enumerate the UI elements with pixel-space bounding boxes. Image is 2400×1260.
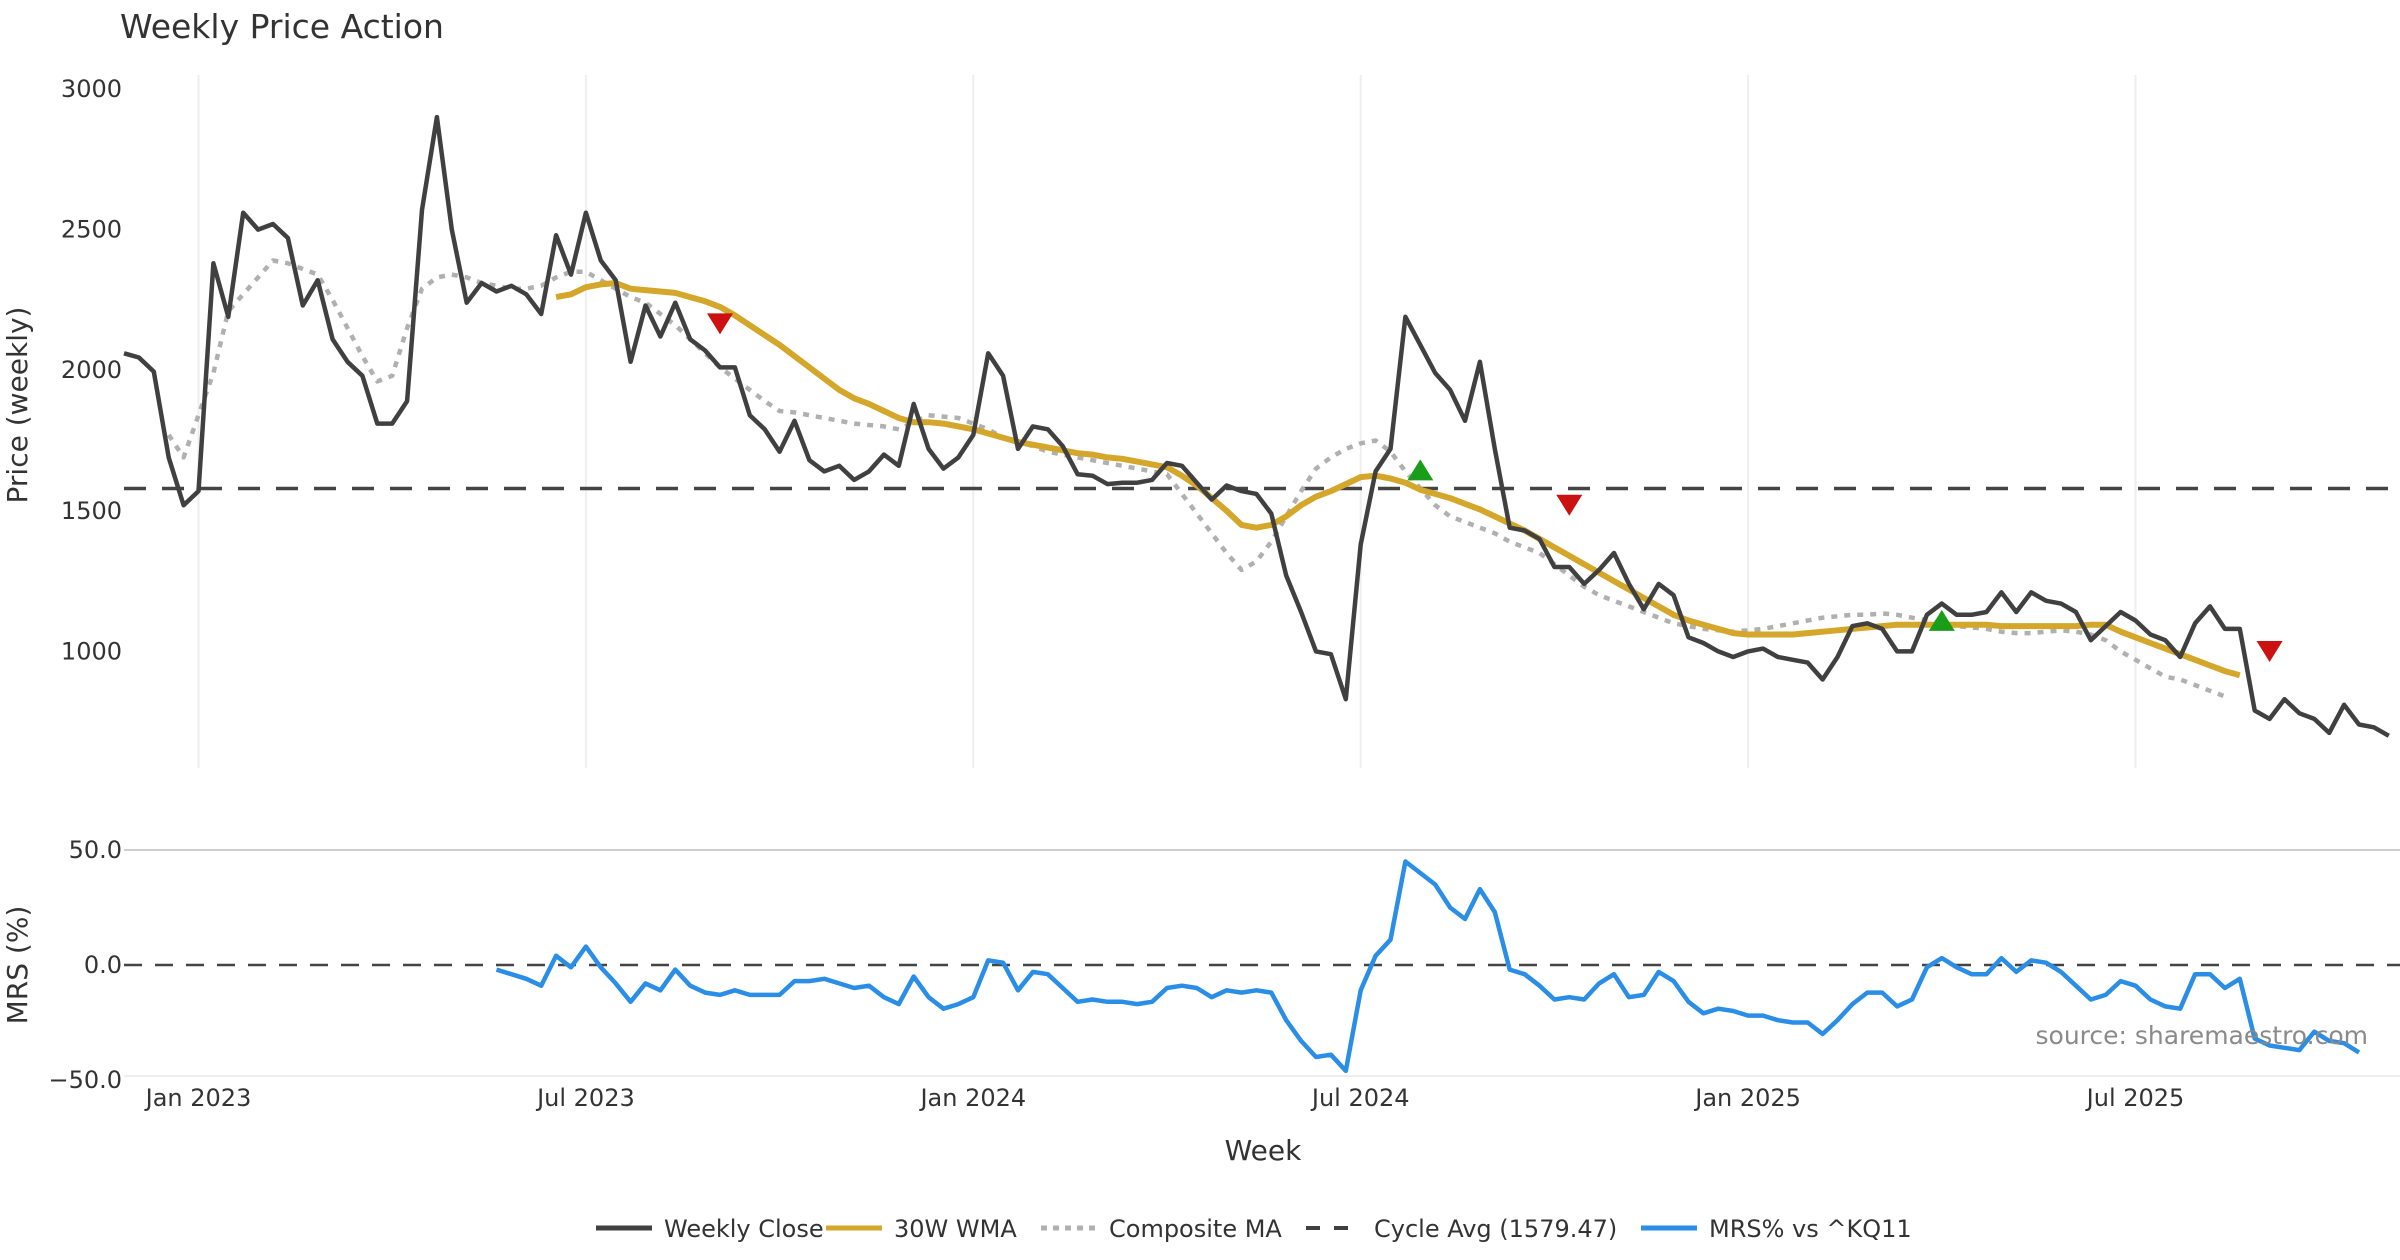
mrs-y-axis-label: MRS (%) — [1, 906, 34, 1025]
legend-item: 30W WMA — [826, 1215, 1017, 1243]
price-series — [123, 114, 2400, 738]
price-y-tick-label: 1000 — [61, 637, 122, 665]
legend-label: Composite MA — [1109, 1215, 1282, 1243]
source-annotation: source: sharemaestro.com — [2036, 1021, 2369, 1050]
composite-ma-line — [166, 258, 2226, 699]
x-ticks: Jan 2023 Jul 2023 Jan 2024 Jul 2024 Jan 2025… — [144, 1084, 2185, 1112]
weekly-close-line — [123, 114, 2390, 738]
buy-signal-triangle — [1928, 609, 1955, 631]
price-y-ticks: 1000 1500 2000 2500 3000 — [61, 75, 122, 665]
sell-signal-triangle — [2256, 640, 2283, 662]
price-y-tick-label: 3000 — [61, 75, 122, 103]
mrs-series — [124, 859, 2400, 1074]
price-y-axis-label: Price (weekly) — [1, 307, 34, 504]
mrs-gridlines — [124, 849, 2400, 1077]
mrs-y-tick-label: −50.0 — [48, 1066, 122, 1094]
x-tick-label: Jul 2024 — [1310, 1084, 1410, 1112]
legend-label: MRS% vs ^KQ11 — [1709, 1215, 1912, 1243]
x-axis-label: Week — [1225, 1134, 1302, 1167]
mrs-y-tick-label: 0.0 — [84, 951, 122, 979]
signal-markers — [707, 313, 2283, 662]
x-tick-label: Jan 2023 — [144, 1084, 252, 1112]
mrs-y-ticks: −50.0 0.0 50.0 — [48, 836, 122, 1094]
x-tick-label: Jul 2023 — [535, 1084, 635, 1112]
legend-item: Weekly Close — [596, 1215, 824, 1243]
legend-label: Weekly Close — [664, 1215, 824, 1243]
price-y-tick-label: 1500 — [61, 497, 122, 525]
legend-item: Composite MA — [1041, 1215, 1282, 1243]
buy-signal-triangle — [1407, 459, 1434, 481]
sell-signal-triangle — [707, 313, 733, 335]
legend-label: 30W WMA — [894, 1215, 1017, 1243]
legend: Weekly Close 30W WMA Composite MA Cycle Avg… — [596, 1215, 1912, 1243]
mrs-y-tick-label: 50.0 — [69, 836, 122, 864]
x-tick-label: Jul 2025 — [2085, 1084, 2185, 1112]
price-y-tick-label: 2500 — [61, 216, 122, 244]
chart-title: Weekly Price Action — [120, 7, 444, 46]
wma-30w-line — [555, 280, 2241, 679]
legend-item: Cycle Avg (1579.47) — [1306, 1215, 1617, 1243]
legend-label: Cycle Avg (1579.47) — [1374, 1215, 1617, 1243]
mrs-line — [495, 859, 2361, 1074]
price-gridlines — [197, 75, 2137, 768]
x-tick-label: Jan 2025 — [1693, 1084, 1801, 1112]
x-tick-label: Jan 2024 — [918, 1084, 1026, 1112]
sell-signal-triangle — [1556, 494, 1583, 516]
price-y-tick-label: 2000 — [61, 356, 122, 384]
legend-item: MRS% vs ^KQ11 — [1641, 1215, 1912, 1243]
